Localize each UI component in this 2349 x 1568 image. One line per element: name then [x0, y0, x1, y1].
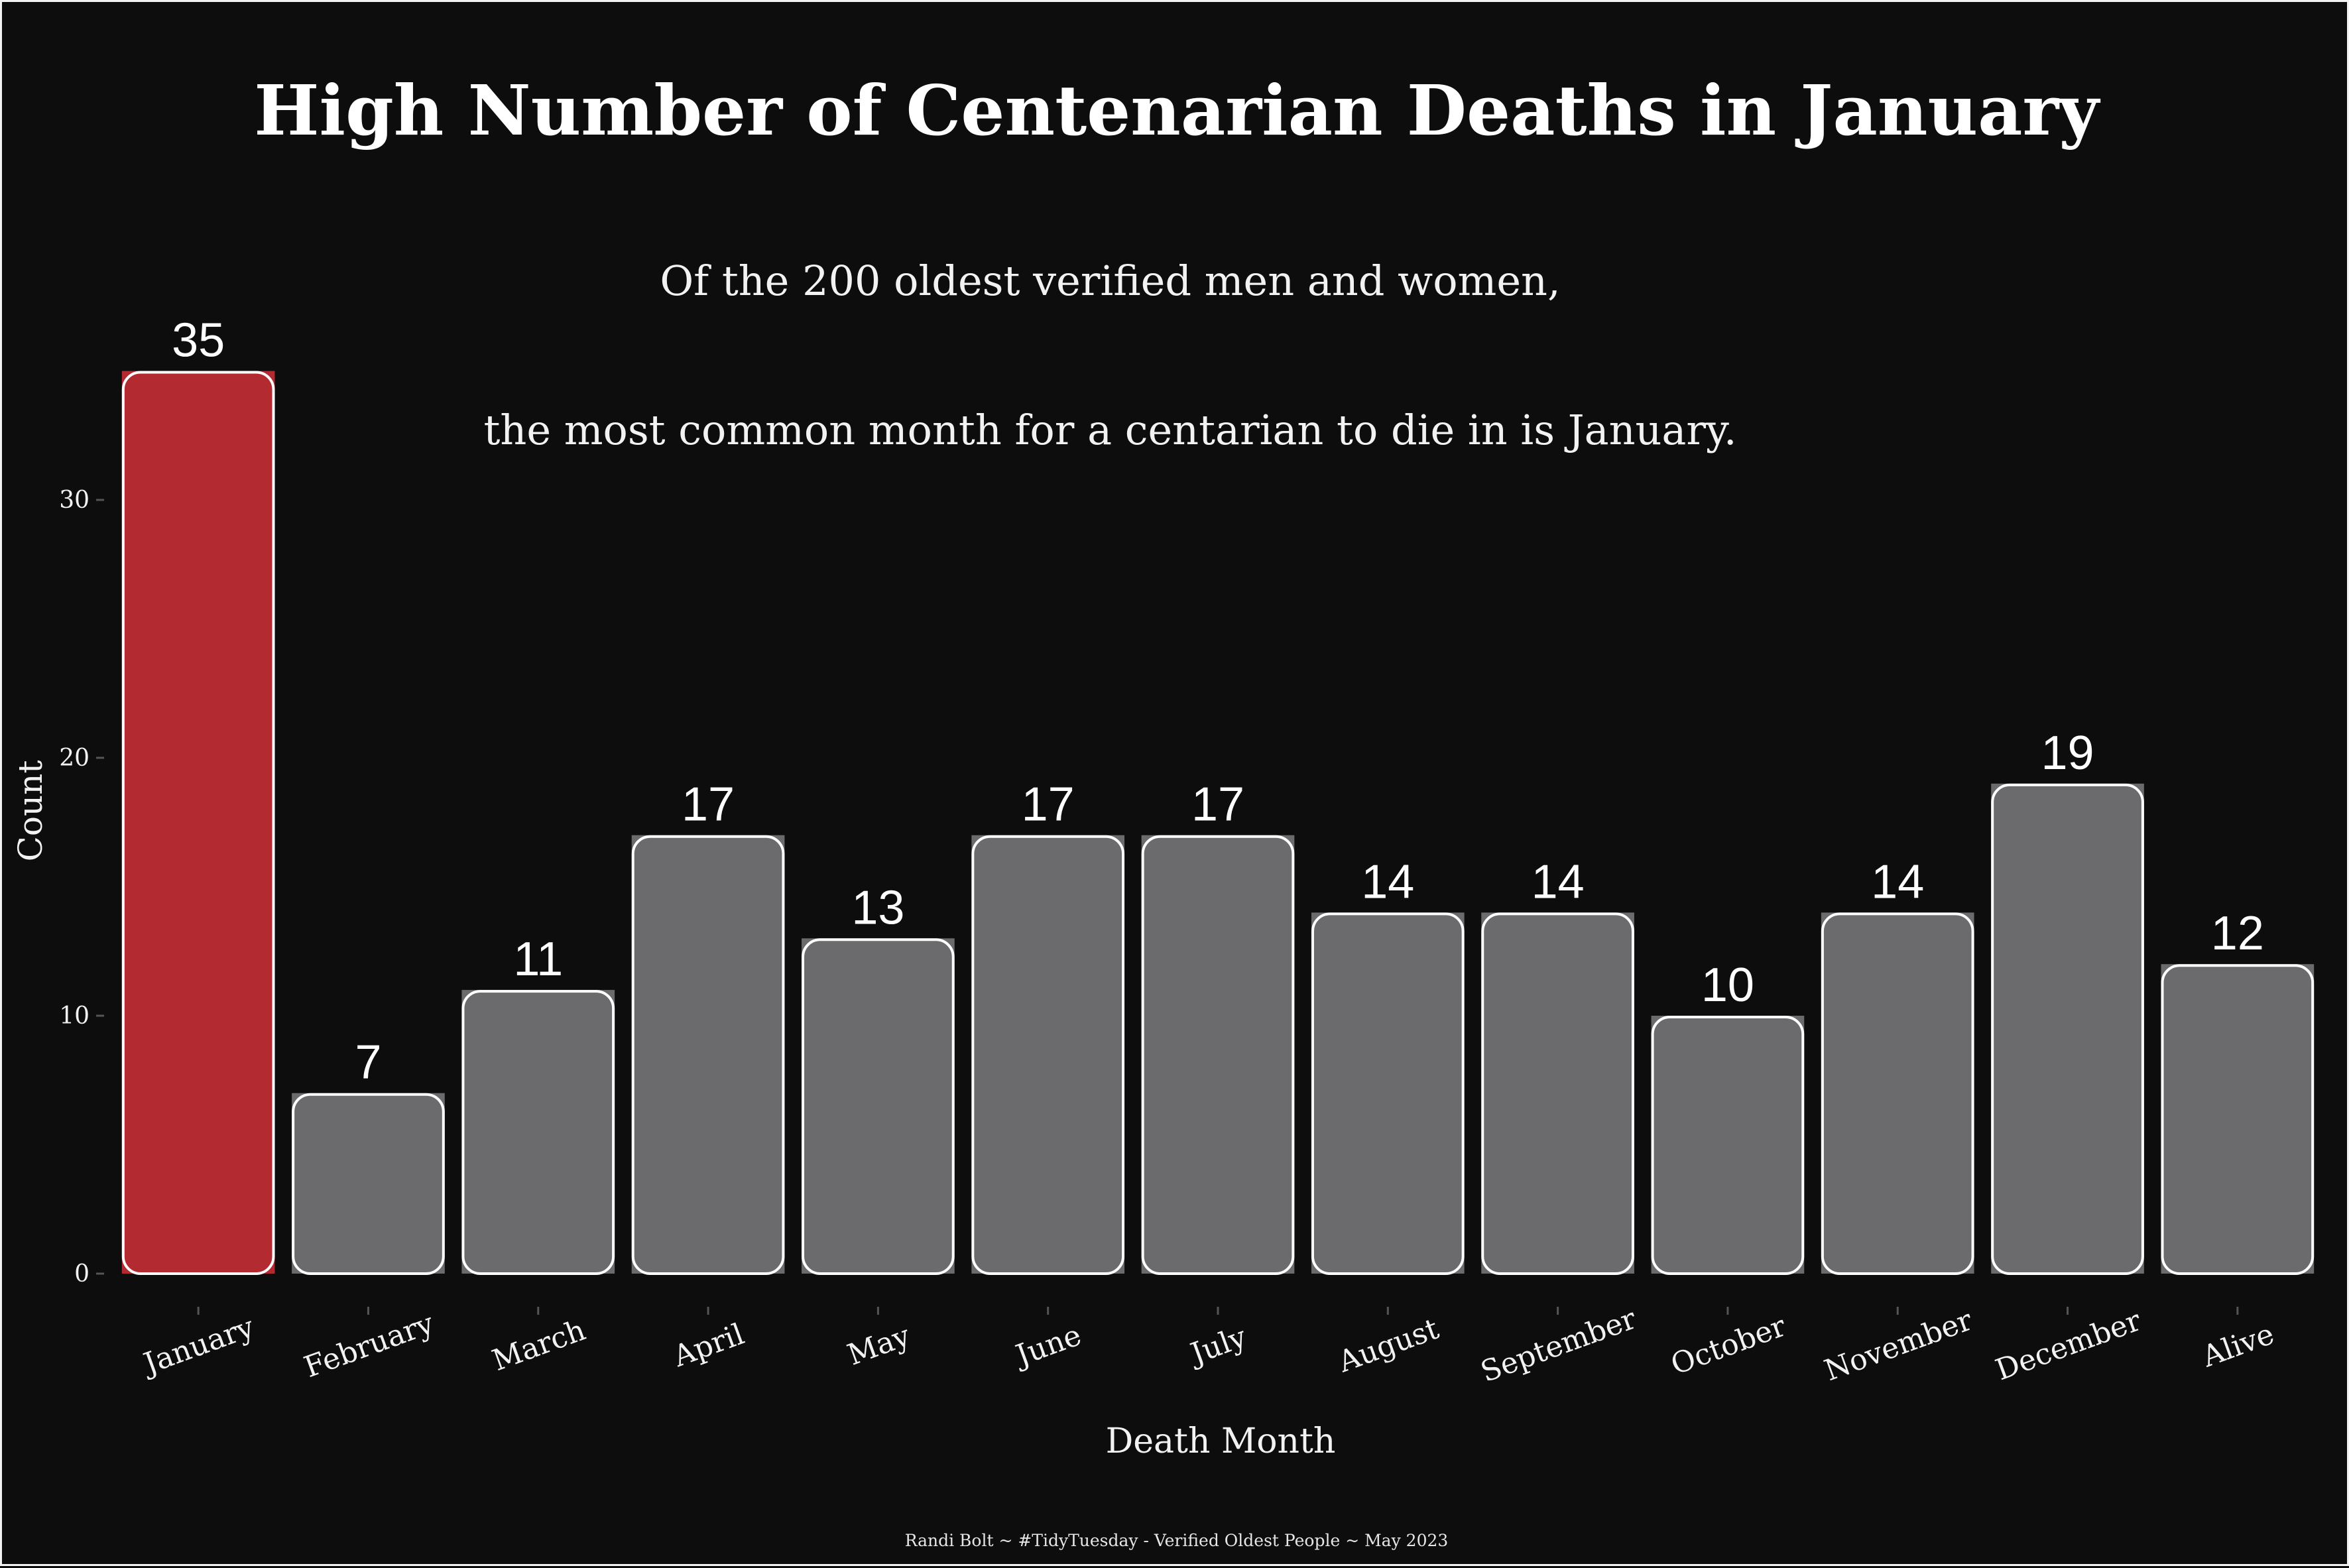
chart-subtitle-line-1: Of the 200 oldest verified men and women…	[660, 257, 1561, 305]
bar-value-label: 14	[1361, 855, 1414, 908]
bar-outline-may	[802, 938, 955, 1276]
y-axis: 0 10 20 30	[59, 487, 104, 1288]
x-tick-label: December	[1991, 1303, 2146, 1388]
x-tick-label: November	[1820, 1303, 1977, 1388]
bar-value-label: 13	[851, 881, 904, 934]
y-axis-title: Count	[11, 760, 50, 862]
bar-outline-november	[1821, 912, 1974, 1275]
bar-outline-april	[631, 835, 785, 1275]
x-tick-label: May	[843, 1319, 915, 1372]
x-axis-title: Death Month	[1106, 1421, 1336, 1461]
x-tick-label: February	[300, 1307, 438, 1385]
bar-outline-january	[121, 371, 275, 1275]
chart-caption: Randi Bolt ~ #TidyTuesday - Verified Old…	[904, 1531, 1449, 1550]
bar-value-label: 17	[682, 778, 735, 831]
bar-value-label: 19	[2041, 727, 2094, 780]
x-tick-label: January	[137, 1310, 259, 1382]
bar-value-label: 12	[2211, 907, 2264, 960]
bar-outline-march	[461, 990, 615, 1275]
bar-outline-june	[971, 835, 1125, 1275]
bar-outline-july	[1141, 835, 1295, 1275]
chart-subtitle-line-2: the most common month for a centarian to…	[483, 406, 1737, 454]
x-tick-label: August	[1333, 1311, 1443, 1379]
bar-value-label: 11	[513, 933, 563, 986]
x-tick-label: March	[488, 1313, 590, 1378]
bar-value-label: 35	[172, 314, 225, 367]
x-tick-label: June	[1009, 1318, 1086, 1374]
bar-outline-february	[292, 1093, 445, 1275]
y-tick-label: 0	[74, 1260, 90, 1288]
x-axis: January February March April May June July Augu…	[137, 1301, 2279, 1389]
bars-group: 35 7 11 17 13 17 17 14 14 10 14 19 12	[121, 314, 2315, 1276]
y-tick-label: 30	[59, 487, 90, 514]
bar-value-label: 14	[1871, 855, 1924, 908]
bar-outline-december	[1991, 783, 2144, 1275]
bar-outline-september	[1481, 912, 1634, 1275]
bar-outline-alive	[2161, 964, 2315, 1275]
bar-outline-august	[1311, 912, 1465, 1275]
y-tick-label: 10	[59, 1002, 90, 1030]
bar-value-label: 10	[1701, 959, 1754, 1012]
x-tick-label: Alive	[2197, 1317, 2279, 1374]
x-tick-label: October	[1667, 1309, 1791, 1382]
x-tick-label: April	[668, 1317, 749, 1374]
bar-value-label: 7	[355, 1036, 381, 1089]
bar-value-label: 17	[1022, 778, 1075, 831]
x-tick-label: July	[1184, 1320, 1251, 1372]
bar-outline-october	[1651, 1016, 1805, 1275]
y-tick-label: 20	[59, 745, 90, 772]
bar-value-label: 17	[1191, 778, 1244, 831]
bar-value-label: 14	[1532, 855, 1585, 908]
chart-title: High Number of Centenarian Deaths in Jan…	[254, 70, 2099, 151]
